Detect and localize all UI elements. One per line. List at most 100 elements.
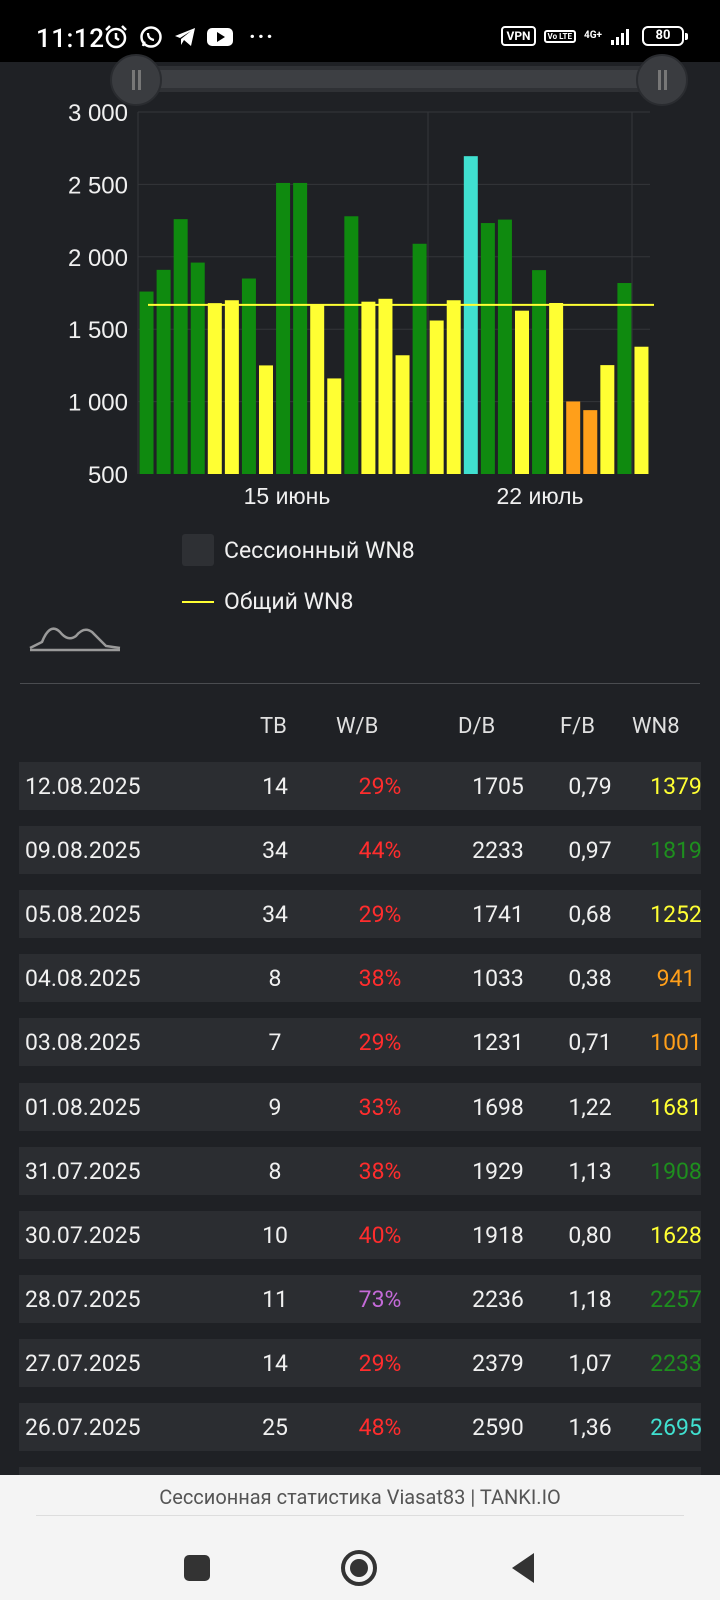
row-fb: 1,22 — [568, 1093, 612, 1121]
range-slider-selection[interactable] — [150, 70, 640, 88]
header-tb[interactable]: ТВ — [260, 714, 287, 739]
row-wn8: 1379 — [650, 773, 702, 800]
row-wn8: 941 — [656, 965, 696, 993]
row-wn8: 1628 — [650, 1221, 702, 1249]
row-db: 1929 — [472, 1157, 524, 1185]
notification-icons: ··· — [103, 24, 275, 50]
system-indicators: VPN Vo LTE 4G+ 80 — [501, 26, 688, 46]
table-row[interactable]: 28.07.2025 11 73% 2236 1,18 2257 — [19, 1274, 702, 1323]
table-row[interactable]: 09.08.2025 34 44% 2233 0,97 1819 — [19, 826, 702, 875]
more-notifications-icon: ··· — [249, 24, 275, 50]
row-fb: 0,80 — [568, 1221, 612, 1249]
row-tb: 25 — [262, 1414, 288, 1441]
row-date: 01.08.2025 — [25, 1093, 141, 1121]
row-wb: 29% — [358, 901, 402, 929]
y-tick-label: 500 — [88, 462, 128, 489]
row-fb: 1,18 — [568, 1285, 612, 1313]
bar — [327, 378, 342, 474]
legend-overall-wn8[interactable]: Общий WN8 — [182, 588, 353, 615]
network-type: 4G+ — [583, 30, 602, 41]
table-row[interactable]: 04.08.2025 8 38% 1033 0,38 941 — [19, 954, 701, 1003]
row-wb: 44% — [358, 837, 402, 865]
header-fb[interactable]: F/B — [560, 714, 595, 739]
row-fb: 0,97 — [568, 837, 612, 865]
row-tb: 14 — [262, 773, 288, 800]
bar — [395, 355, 410, 474]
legend-line — [182, 600, 214, 603]
range-slider-left-handle[interactable] — [110, 54, 162, 106]
row-wb: 33% — [358, 1093, 402, 1121]
row-date: 03.08.2025 — [25, 1029, 141, 1057]
row-db: 2590 — [472, 1414, 524, 1441]
table-row[interactable]: 12.08.2025 14 29% 1705 0,79 1379 — [19, 762, 702, 810]
table-row[interactable]: 26.07.2025 25 48% 2590 1,36 2695 — [19, 1403, 702, 1451]
bar — [259, 365, 273, 474]
header-wn8[interactable]: WN8 — [632, 714, 680, 739]
row-wb: 29% — [358, 773, 402, 800]
range-slider-right-handle[interactable] — [636, 54, 688, 106]
youtube-icon — [207, 28, 233, 46]
bar — [583, 410, 598, 474]
y-tick-label: 1 500 — [68, 317, 128, 344]
chart-type-icon[interactable] — [28, 620, 122, 652]
bar — [156, 269, 171, 474]
recent-apps-icon[interactable] — [182, 1553, 212, 1583]
row-db: 1231 — [472, 1029, 524, 1057]
row-wb: 38% — [358, 965, 402, 993]
table-row[interactable]: 03.08.2025 7 29% 1231 0,71 1001 — [19, 1018, 702, 1067]
legend-session-wn8[interactable]: Сессионный WN8 — [182, 534, 415, 566]
legend-swatch — [182, 534, 214, 566]
divider — [36, 1515, 684, 1516]
bar — [634, 346, 649, 474]
header-wb[interactable]: W/B — [336, 714, 379, 739]
row-date: 30.07.2025 — [25, 1221, 141, 1249]
x-tick-label: 22 июль — [497, 483, 584, 509]
table-row[interactable]: 01.08.2025 9 33% 1698 1,22 1681 — [19, 1082, 702, 1131]
row-tb: 14 — [262, 1349, 288, 1377]
row-db: 1741 — [472, 901, 524, 929]
bar — [446, 300, 461, 474]
row-date: 27.07.2025 — [25, 1349, 141, 1377]
table-row[interactable]: 05.08.2025 34 29% 1741 0,68 1252 — [19, 890, 702, 939]
bar — [207, 303, 222, 474]
bar — [276, 182, 291, 474]
browser-footer: Сессионная статистика Viasat83 | TANKI.I… — [0, 1475, 720, 1600]
row-fb: 0,38 — [568, 965, 612, 993]
home-icon[interactable] — [340, 1549, 378, 1587]
x-tick-label: 15 июнь — [244, 483, 331, 509]
row-fb: 0,68 — [568, 901, 612, 929]
status-bar: 11:12 ··· VPN Vo LTE 4G+ 80 — [0, 0, 720, 62]
whatsapp-icon — [140, 26, 162, 48]
y-tick-label: 2 000 — [68, 245, 128, 272]
table-header: ТВ W/B D/B F/B WN8 — [0, 714, 720, 744]
table-row[interactable]: 31.07.2025 8 38% 1929 1,13 1908 — [19, 1146, 702, 1195]
row-fb: 1,07 — [568, 1349, 612, 1377]
wn8-chart: 3 000 2 500 2 000 1 500 1 000 500 15 июнь 22 ию… — [68, 100, 654, 509]
row-wb: 73% — [358, 1285, 402, 1313]
row-tb: 8 — [268, 965, 282, 993]
row-wn8: 2257 — [650, 1285, 702, 1313]
table-row[interactable]: 30.07.2025 10 40% 1918 0,80 1628 — [19, 1210, 702, 1259]
divider — [20, 683, 700, 684]
row-wb: 29% — [358, 1349, 402, 1377]
bar — [378, 298, 393, 474]
row-tb: 9 — [268, 1093, 282, 1121]
table-row[interactable]: 27.07.2025 14 29% 2379 1,07 2233 — [19, 1338, 702, 1387]
row-date: 04.08.2025 — [25, 965, 141, 993]
row-db: 2233 — [472, 837, 524, 865]
header-db[interactable]: D/B — [458, 714, 496, 739]
bar — [566, 401, 581, 474]
row-db: 1033 — [472, 965, 524, 993]
bar — [293, 182, 308, 474]
row-fb: 1,13 — [568, 1157, 612, 1185]
legend-label: Общий WN8 — [224, 588, 354, 615]
battery-icon: 80 — [642, 26, 688, 46]
row-date: 09.08.2025 — [25, 837, 141, 865]
bar — [480, 223, 495, 474]
volte-icon: Vo LTE — [543, 29, 576, 43]
bar — [515, 310, 529, 474]
back-icon[interactable] — [508, 1551, 538, 1585]
row-db: 2379 — [472, 1349, 524, 1377]
bar — [224, 300, 239, 474]
row-tb: 34 — [262, 901, 288, 929]
